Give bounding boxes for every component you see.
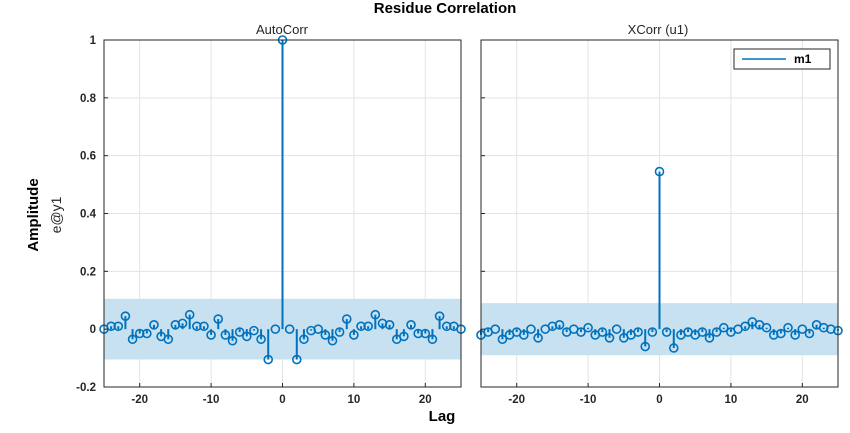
- stem-marker: [206, 330, 216, 340]
- stem-marker: [270, 324, 281, 334]
- stem-marker: [313, 324, 324, 334]
- stem-marker: [284, 324, 295, 334]
- y-tick-label: 1: [90, 35, 97, 47]
- stem-marker: [363, 321, 373, 332]
- stem-marker: [220, 330, 231, 340]
- stem-marker: [804, 328, 815, 339]
- stem-marker: [406, 320, 416, 330]
- stem-marker: [654, 166, 665, 177]
- stem-marker: [242, 331, 252, 342]
- stem-marker: [356, 321, 366, 332]
- stem-marker: [349, 330, 359, 340]
- stem-marker: [327, 335, 338, 346]
- stem-marker: [554, 320, 565, 330]
- stem-marker: [120, 311, 131, 321]
- stem-marker: [249, 325, 259, 336]
- stem-marker: [526, 324, 536, 334]
- stem-marker: [199, 321, 209, 332]
- stem-marker: [184, 309, 195, 320]
- y-axis-label: Amplitude: [25, 178, 42, 251]
- stem-marker: [299, 334, 309, 345]
- stem-marker: [576, 327, 586, 337]
- stem-marker: [583, 322, 593, 333]
- stem-marker: [256, 334, 266, 345]
- x-tick-label: 0: [656, 394, 662, 406]
- x-tick-label: -10: [580, 394, 597, 406]
- stem-marker: [490, 324, 501, 334]
- stem-marker: [177, 318, 188, 329]
- stem-marker: [611, 324, 622, 334]
- stem-marker: [661, 327, 672, 337]
- stem-marker: [718, 322, 729, 333]
- panel-title-xcorr: XCorr (u1): [628, 22, 689, 37]
- y-tick-label: 0.2: [80, 266, 96, 278]
- stem-marker: [711, 327, 722, 337]
- stem-marker: [291, 354, 302, 365]
- autocorr-panel: -20 -10 0 10 20 -0.2 0 0.2 0.4 0.6 0.8 1: [76, 35, 466, 406]
- stem-marker: [192, 321, 202, 332]
- stem-marker: [597, 327, 608, 337]
- stem-marker: [106, 321, 116, 332]
- x-tick-label: 20: [419, 394, 432, 406]
- stem-marker: [668, 343, 679, 353]
- stem-marker: [163, 334, 174, 345]
- stem-marker: [761, 322, 772, 333]
- y-tick-label: 0.8: [80, 93, 97, 105]
- stem-marker: [334, 327, 345, 337]
- xcorr-panel: -20 -10 0 10 20 m1: [476, 39, 843, 406]
- legend-entry: m1: [794, 52, 812, 66]
- stem-marker: [149, 320, 159, 330]
- stem-marker: [234, 327, 245, 337]
- stem-marker: [776, 328, 786, 339]
- x-tick-label: -10: [203, 394, 220, 406]
- x-tick-label: -20: [131, 394, 148, 406]
- stem-marker: [142, 328, 152, 339]
- y-tick-label: -0.2: [76, 382, 96, 394]
- stem-marker: [519, 330, 529, 340]
- stem-marker: [797, 324, 808, 334]
- x-tick-label: -20: [508, 394, 525, 406]
- stem-marker: [320, 330, 331, 340]
- stem-marker: [497, 334, 508, 345]
- stem-marker: [134, 328, 145, 339]
- stem-marker: [790, 330, 800, 340]
- stem-marker: [441, 321, 452, 332]
- stem-marker: [697, 327, 708, 337]
- y-axis-sublabel: e@y1: [48, 196, 64, 233]
- stem-marker: [533, 333, 543, 343]
- stem-marker: [640, 341, 651, 352]
- stem-marker: [341, 314, 352, 324]
- y-tick-label: 0: [90, 324, 96, 336]
- x-tick-label: 0: [279, 394, 285, 406]
- stem-marker: [633, 327, 643, 337]
- stem-marker: [127, 334, 138, 345]
- stem-marker: [604, 333, 615, 343]
- panel-title-autocorr: AutoCorr: [256, 22, 309, 37]
- stem-marker: [213, 314, 224, 324]
- y-tick-label: 0.6: [80, 151, 96, 163]
- stem-marker: [263, 354, 274, 365]
- stem-marker: [420, 328, 431, 339]
- stem-marker: [370, 309, 381, 320]
- stem-marker: [783, 322, 793, 333]
- chart-title: Residue Correlation: [374, 0, 517, 17]
- stem-marker: [740, 321, 750, 332]
- x-tick-label: 10: [725, 394, 738, 406]
- x-tick-label: 20: [796, 394, 809, 406]
- stem-marker: [704, 333, 715, 343]
- stem-marker: [413, 328, 423, 339]
- y-tick-label: 0.4: [80, 209, 97, 221]
- stem-marker: [647, 327, 658, 337]
- stem-marker: [113, 321, 124, 332]
- stem-marker: [384, 320, 395, 330]
- stem-marker: [227, 335, 238, 346]
- stem-marker: [434, 311, 445, 321]
- stem-marker: [427, 334, 438, 345]
- x-tick-label: 10: [348, 394, 361, 406]
- x-axis-label: Lag: [429, 408, 456, 425]
- stem-marker: [399, 331, 409, 342]
